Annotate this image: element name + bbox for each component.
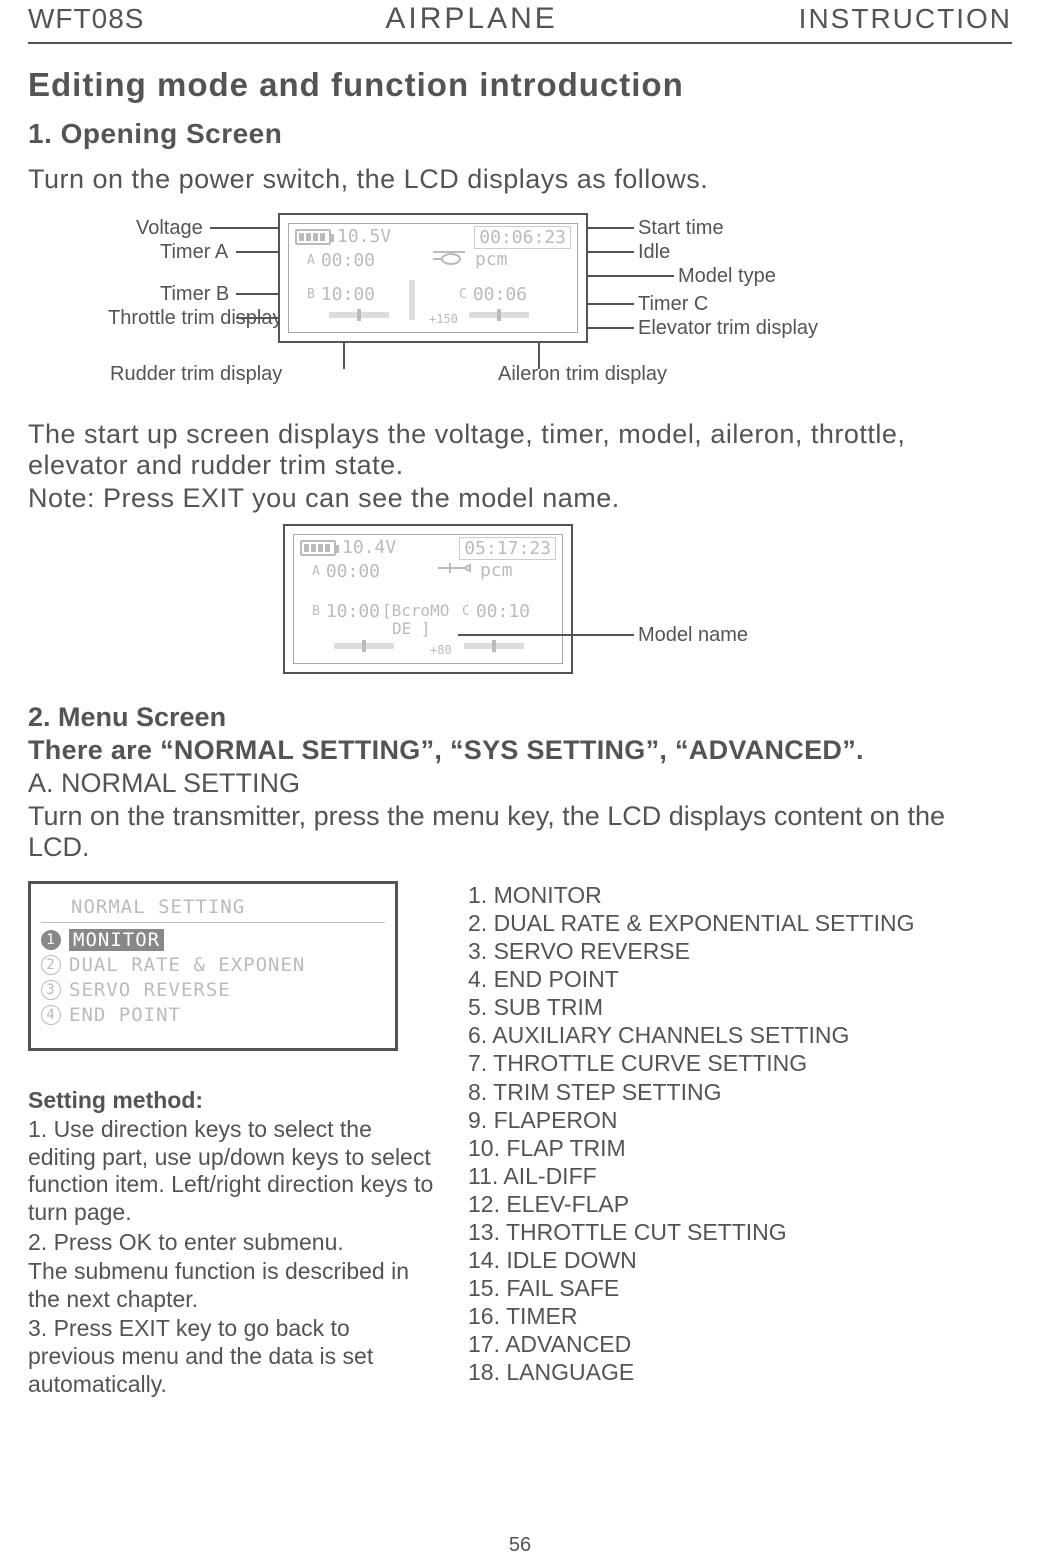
label-start-time: Start time: [638, 217, 724, 240]
lcd2-mode: pcm: [480, 560, 513, 581]
menu-list: 1. MONITOR2. DUAL RATE & EXPONENTIAL SET…: [468, 881, 1012, 1386]
lcd2-voltage: 10.4V: [342, 537, 396, 558]
helicopter-icon: [429, 248, 469, 271]
menu-list-item: 18. LANGUAGE: [468, 1358, 1012, 1386]
page-header: WFT08S AIRPLANE INSTRUCTION: [28, 0, 1012, 44]
section2-heading: 2. Menu Screen: [28, 702, 1012, 733]
header-left: WFT08S: [28, 3, 144, 35]
menu-list-item: 14. IDLE DOWN: [468, 1246, 1012, 1274]
battery-icon: [295, 229, 331, 245]
label-timer-b: Timer B: [160, 283, 229, 306]
lcd1-start-time: 00:06:23: [479, 227, 566, 248]
menu-list-item: 12. ELEV-FLAP: [468, 1190, 1012, 1218]
trim-bar-aileron: [469, 312, 529, 318]
label-model-type: Model type: [678, 265, 776, 288]
menu-list-item: 11. AIL-DIFF: [468, 1162, 1012, 1190]
menu-list-item: 5. SUB TRIM: [468, 993, 1012, 1021]
trim-bar-rudder: [329, 312, 389, 318]
menu-list-item: 6. AUXILIARY CHANNELS SETTING: [468, 1021, 1012, 1049]
label-idle: Idle: [638, 241, 670, 264]
menu-list-item: 3. SERVO REVERSE: [468, 937, 1012, 965]
menu-ss-row: 3 SERVO REVERSE: [41, 979, 385, 1001]
section1-intro: Turn on the power switch, the LCD displa…: [28, 164, 1012, 195]
lcd2-start-time: 05:17:23: [464, 538, 551, 559]
lcd2-timer-c: 00:10: [476, 601, 530, 622]
menu-ss-row-num: 1: [41, 930, 61, 950]
trim-bar: [334, 643, 394, 649]
menu-list-item: 16. TIMER: [468, 1302, 1012, 1330]
lcd-diagram-2: 10.4V 05:17:23 A00:00 pcm B10:00 [BcroMO…: [28, 524, 1012, 694]
lcd-diagram-1: Voltage Timer A Timer B Throttle trim di…: [28, 213, 1012, 393]
lcd2-model-name-2: DE ]: [392, 619, 431, 638]
header-right: INSTRUCTION: [799, 3, 1012, 35]
menu-ss-row-num: 3: [41, 980, 61, 1000]
lcd1-timer-c: 00:06: [473, 284, 527, 305]
menu-ss-row-text: DUAL RATE & EXPONEN: [69, 954, 305, 976]
section1-note: Note: Press EXIT you can see the model n…: [28, 483, 1012, 514]
lcd2-model-name: [BcroMO: [382, 601, 449, 620]
battery-icon: [300, 540, 336, 556]
label-timer-c: Timer C: [638, 293, 708, 316]
menu-list-item: 10. FLAP TRIM: [468, 1134, 1012, 1162]
lcd1-timer-a: 00:00: [321, 250, 375, 271]
lcd1-mode: pcm: [475, 249, 508, 270]
lcd-screen-1: 10.5V 00:06:23 A00:00 pcm B10:00 C00:06 …: [278, 213, 588, 343]
menu-ss-row: 1 MONITOR: [41, 929, 385, 951]
label-aileron-trim: Aileron trim display: [498, 363, 667, 386]
menu-ss-row-text: MONITOR: [69, 929, 164, 951]
menu-list-item: 1. MONITOR: [468, 881, 1012, 909]
section2-sub-a: A. NORMAL SETTING: [28, 768, 1012, 799]
setting-method-p2: 2. Press OK to enter submenu.: [28, 1229, 438, 1257]
menu-list-item: 15. FAIL SAFE: [468, 1274, 1012, 1302]
lcd-screen-2: 10.4V 05:17:23 A00:00 pcm B10:00 [BcroMO…: [283, 524, 573, 674]
lcd1-extra: +150: [429, 312, 458, 326]
menu-list-item: 7. THROTTLE CURVE SETTING: [468, 1049, 1012, 1077]
label-timer-a: Timer A: [160, 241, 228, 264]
airplane-icon: [434, 559, 474, 582]
lcd2-timer-a: 00:00: [326, 561, 380, 582]
header-center: AIRPLANE: [385, 2, 557, 36]
lcd2-extra: +80: [430, 643, 452, 657]
two-column-layout: NORMAL SETTING 1 MONITOR 2 DUAL RATE & EXPO…: [28, 881, 1012, 1398]
section1-para: The start up screen displays the voltage…: [28, 419, 1012, 481]
label-voltage: Voltage: [136, 217, 203, 240]
lcd2-timer-b: 10:00: [326, 601, 380, 622]
section2-intro: Turn on the transmitter, press the menu …: [28, 801, 1012, 863]
menu-list-item: 17. ADVANCED: [468, 1330, 1012, 1358]
menu-ss-title: NORMAL SETTING: [71, 896, 385, 918]
trim-bar-v: [409, 280, 415, 320]
lcd1-timer-b: 10:00: [321, 284, 375, 305]
setting-method-heading: Setting method:: [28, 1087, 438, 1114]
section2-bold-line: There are “NORMAL SETTING”, “SYS SETTING…: [28, 735, 1012, 766]
menu-ss-row: 4 END POINT: [41, 1004, 385, 1026]
trim-bar: [464, 643, 524, 649]
setting-method-p3: The submenu function is described in the…: [28, 1258, 438, 1313]
lcd1-voltage: 10.5V: [337, 226, 391, 247]
label-elevator-trim: Elevator trim display: [638, 317, 818, 340]
menu-list-item: 4. END POINT: [468, 965, 1012, 993]
menu-screenshot: NORMAL SETTING 1 MONITOR 2 DUAL RATE & EXPO…: [28, 881, 398, 1051]
menu-list-item: 13. THROTTLE CUT SETTING: [468, 1218, 1012, 1246]
setting-method-p1: 1. Use direction keys to select the edit…: [28, 1116, 438, 1226]
menu-ss-row-num: 2: [41, 955, 61, 975]
page-title: Editing mode and function introduction: [28, 66, 1012, 104]
label-rudder-trim: Rudder trim display: [110, 363, 282, 386]
page-number: 56: [0, 1534, 1040, 1557]
menu-list-item: 9. FLAPERON: [468, 1106, 1012, 1134]
setting-method-p4: 3. Press EXIT key to go back to previous…: [28, 1315, 438, 1398]
menu-ss-row: 2 DUAL RATE & EXPONEN: [41, 954, 385, 976]
menu-ss-row-text: END POINT: [69, 1004, 181, 1026]
label-model-name: Model name: [638, 624, 748, 647]
section1-heading: 1. Opening Screen: [28, 118, 1012, 150]
menu-list-item: 2. DUAL RATE & EXPONENTIAL SETTING: [468, 909, 1012, 937]
menu-ss-row-num: 4: [41, 1005, 61, 1025]
menu-ss-row-text: SERVO REVERSE: [69, 979, 231, 1001]
menu-list-item: 8. TRIM STEP SETTING: [468, 1078, 1012, 1106]
